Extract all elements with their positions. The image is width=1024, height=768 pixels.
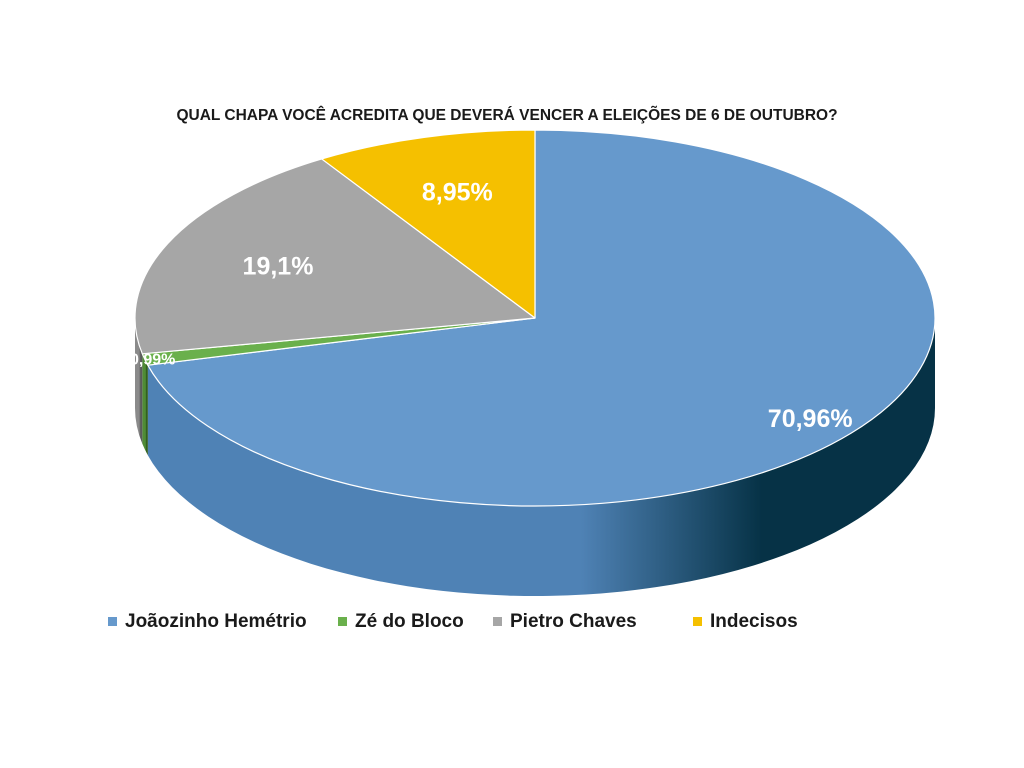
legend-item: Pietro Chaves [493, 611, 637, 632]
chart-title: QUAL CHAPA VOCÊ ACREDITA QUE DEVERÁ VENC… [176, 106, 837, 124]
legend-item: Zé do Bloco [338, 611, 464, 632]
legend-label: Joãozinho Hemétrio [125, 611, 307, 632]
legend-swatch [693, 617, 702, 626]
pie-slice-jo-ozinho-hem-trio [147, 129, 936, 507]
pie-slice-pietro-chaves [134, 158, 536, 355]
legend-swatch [338, 617, 347, 626]
pie-side-z-do-bloco [142, 353, 148, 456]
legend-swatch [493, 617, 502, 626]
pie-top [134, 129, 936, 507]
pie-slice-indecisos [321, 129, 536, 319]
legend-label: Pietro Chaves [510, 611, 637, 632]
legend-swatch [108, 617, 117, 626]
pie-labels: 70,96% 0,99% 19,1% 8,95% [130, 179, 853, 434]
legend-item: Joãozinho Hemétrio [108, 611, 307, 632]
legend-item: Indecisos [693, 611, 798, 632]
data-label-z-do-bloco: 0,99% [130, 352, 175, 369]
pie-side-jo-ozinho-hem-trio [147, 318, 935, 596]
legend-label: Indecisos [710, 611, 798, 632]
legend: Joãozinho Hemétrio Zé do Bloco Pietro Chav… [108, 611, 798, 632]
legend-label: Zé do Bloco [355, 611, 464, 632]
data-label-indecisos: 8,95% [422, 179, 493, 207]
data-label-jo-ozinho-hem-trio: 70,96% [768, 405, 853, 433]
data-label-pietro-chaves: 19,1% [243, 253, 314, 281]
